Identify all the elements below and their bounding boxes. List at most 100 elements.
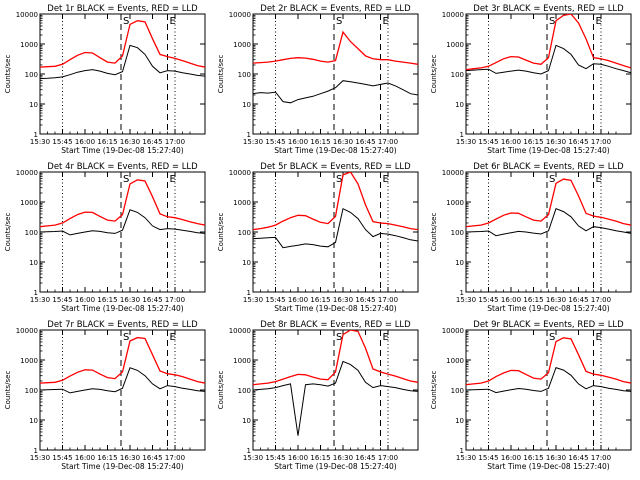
y-tick-label: 100 — [25, 71, 38, 79]
y-axis-label: Counts/sec — [4, 213, 12, 252]
x-tick-label: 16:30 — [120, 454, 140, 462]
events-series-line — [253, 80, 418, 104]
y-tick-label: 1000 — [446, 41, 464, 49]
lld-series-line — [253, 330, 418, 386]
events-series-line — [466, 44, 631, 75]
y-tick-label: 1 — [460, 131, 464, 139]
x-tick-label: 16:00 — [501, 296, 521, 304]
y-tick-label: 10000 — [16, 11, 38, 19]
detector-panel-2: Det 2r BLACK = Events, RED = LLD 1 10 100 10… — [217, 4, 419, 155]
x-tick-label: 16:45 — [142, 296, 162, 304]
x-tick-label: 16:15 — [97, 454, 117, 462]
x-tick-label: 15:45 — [478, 138, 498, 146]
x-tick-label: 15:30 — [30, 138, 50, 146]
y-axis-label: Counts/sec — [4, 371, 12, 410]
x-tick-label: 16:00 — [288, 454, 308, 462]
marker-label-start: S — [549, 332, 555, 343]
marker-label-end: E — [596, 332, 602, 343]
marker-label-end: E — [383, 16, 389, 27]
marker-label-start: S — [123, 332, 129, 343]
y-tick-label: 10 — [455, 417, 464, 425]
y-tick-label: 10 — [242, 259, 251, 267]
y-tick-label: 1000 — [446, 357, 464, 365]
y-tick-label: 10000 — [229, 327, 251, 335]
y-tick-label: 1000 — [20, 41, 38, 49]
marker-label-end: E — [383, 332, 389, 343]
x-tick-label: 16:45 — [568, 454, 588, 462]
x-tick-label: 16:15 — [523, 296, 543, 304]
panel-title: Det 5r BLACK = Events, RED = LLD — [260, 162, 411, 172]
x-tick-label: 16:30 — [546, 296, 566, 304]
y-tick-label: 100 — [238, 229, 251, 237]
x-tick-label: 15:45 — [52, 296, 72, 304]
x-tick-label: 16:15 — [310, 454, 330, 462]
marker-label-start: S — [336, 174, 342, 185]
plot-frame — [465, 13, 632, 135]
marker-label-end: E — [170, 174, 176, 185]
x-tick-label: 15:45 — [52, 138, 72, 146]
y-tick-label: 100 — [451, 71, 464, 79]
x-tick-label: 16:45 — [355, 454, 375, 462]
detector-panel-4: Det 4r BLACK = Events, RED = LLD 1 10 100 10… — [4, 162, 206, 313]
marker-label-start: S — [549, 174, 555, 185]
y-axis-label: Counts/sec — [4, 55, 12, 94]
x-tick-label: 17:00 — [165, 296, 185, 304]
y-axis-label: Counts/sec — [217, 55, 225, 94]
x-tick-label: 15:45 — [52, 454, 72, 462]
y-tick-label: 10000 — [442, 169, 464, 177]
x-tick-label: 15:45 — [265, 138, 285, 146]
detector-panel-3: Det 3r BLACK = Events, RED = LLD 1 10 100 10… — [430, 4, 632, 155]
x-tick-label: 15:30 — [243, 138, 263, 146]
x-tick-label: 15:45 — [265, 296, 285, 304]
marker-label-end: E — [170, 332, 176, 343]
plot-frame — [252, 13, 419, 135]
x-tick-label: 16:45 — [142, 138, 162, 146]
x-tick-label: 15:30 — [30, 296, 50, 304]
x-axis-label: Start Time (19-Dec-08 15:27:40) — [61, 462, 183, 471]
x-tick-label: 17:00 — [591, 454, 611, 462]
lld-series-line — [466, 337, 631, 386]
y-tick-label: 10 — [242, 417, 251, 425]
y-tick-label: 100 — [25, 229, 38, 237]
marker-label-start: S — [549, 16, 555, 27]
y-axis-label: Counts/sec — [217, 213, 225, 252]
panel-title: Det 7r BLACK = Events, RED = LLD — [47, 320, 198, 330]
x-tick-label: 15:30 — [456, 138, 476, 146]
lld-series-line — [40, 336, 205, 384]
y-tick-label: 1000 — [446, 199, 464, 207]
detector-panel-5: Det 5r BLACK = Events, RED = LLD 1 10 100 10… — [217, 162, 419, 313]
events-series-line — [40, 44, 205, 80]
y-tick-label: 10 — [29, 417, 38, 425]
y-tick-label: 1000 — [20, 199, 38, 207]
y-tick-label: 1 — [34, 131, 38, 139]
lld-series-line — [253, 30, 418, 65]
x-tick-label: 16:00 — [501, 454, 521, 462]
y-axis-label: Counts/sec — [430, 55, 438, 94]
y-tick-label: 10 — [29, 259, 38, 267]
x-tick-label: 16:00 — [288, 296, 308, 304]
y-tick-label: 10 — [29, 101, 38, 109]
y-axis-label: Counts/sec — [430, 213, 438, 252]
panel-title: Det 4r BLACK = Events, RED = LLD — [47, 162, 198, 172]
events-series-line — [466, 366, 631, 394]
y-tick-label: 10000 — [229, 11, 251, 19]
plot-frame — [39, 13, 206, 135]
x-axis-label: Start Time (19-Dec-08 15:27:40) — [487, 146, 609, 155]
events-series-line — [40, 209, 205, 236]
y-tick-label: 10000 — [16, 327, 38, 335]
panel-title: Det 2r BLACK = Events, RED = LLD — [260, 4, 411, 14]
x-tick-label: 16:15 — [97, 296, 117, 304]
y-tick-label: 1 — [247, 289, 251, 297]
x-axis-label: Start Time (19-Dec-08 15:27:40) — [274, 146, 396, 155]
events-series-line — [40, 367, 205, 394]
x-tick-label: 16:30 — [120, 296, 140, 304]
y-tick-label: 100 — [25, 387, 38, 395]
x-axis-label: Start Time (19-Dec-08 15:27:40) — [274, 462, 396, 471]
events-series-line — [253, 207, 418, 249]
panel-title: Det 3r BLACK = Events, RED = LLD — [473, 4, 624, 14]
y-tick-label: 10 — [455, 259, 464, 267]
x-tick-label: 16:00 — [75, 138, 95, 146]
y-tick-label: 1 — [247, 131, 251, 139]
lld-series-line — [466, 14, 631, 71]
